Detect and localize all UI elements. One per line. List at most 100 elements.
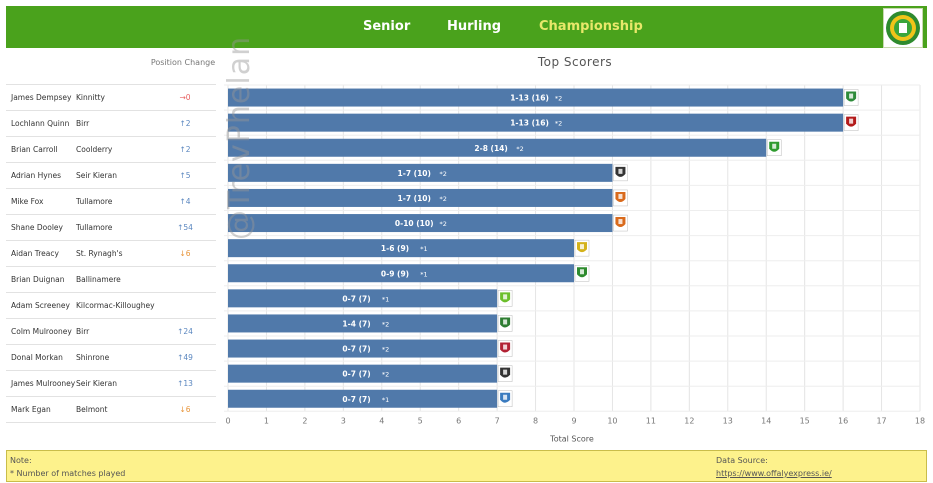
- bar-label: 0-9 (9): [381, 269, 409, 278]
- position-change: →0: [179, 93, 191, 102]
- player-name: James Mulrooney: [11, 379, 76, 388]
- matches-label: *1: [382, 396, 389, 404]
- crest-emblem-icon: [503, 294, 508, 300]
- x-tick-label: 15: [800, 416, 810, 425]
- header-bar: Senior Hurling Championship: [6, 6, 927, 48]
- crest-emblem-icon: [618, 193, 623, 199]
- bar-label: 0-7 (7): [342, 395, 370, 404]
- x-tick-label: 13: [723, 416, 733, 425]
- nav-senior[interactable]: Senior: [363, 19, 411, 34]
- bar-label: 2-8 (14): [474, 144, 507, 153]
- chart-title: Top Scorers: [537, 55, 613, 69]
- bar: [228, 188, 613, 207]
- x-tick-label: 9: [571, 416, 576, 425]
- crest-emblem-icon: [503, 369, 508, 375]
- x-tick-label: 11: [646, 416, 656, 425]
- crest-emblem-icon: [849, 118, 854, 124]
- bar-label: 0-10 (10): [395, 219, 434, 228]
- crest-emblem-icon: [618, 219, 623, 225]
- x-axis-label: Total Score: [549, 434, 594, 443]
- position-change: ↑24: [177, 327, 193, 336]
- offaly-crest-logo: [883, 8, 923, 48]
- bar-label: 0-7 (7): [342, 370, 370, 379]
- club-name: Kilcormac-Killoughey: [76, 301, 155, 310]
- nav-hurling[interactable]: Hurling: [447, 19, 502, 34]
- position-change: ↑4: [179, 197, 191, 206]
- bar-label: 1-7 (10): [397, 194, 430, 203]
- position-change: ↑49: [177, 353, 193, 362]
- x-tick-label: 16: [838, 416, 848, 425]
- x-tick-label: 2: [302, 416, 307, 425]
- bar: [228, 364, 498, 383]
- source-link[interactable]: https://www.offalyexpress.ie/: [716, 469, 832, 478]
- x-tick-label: 1: [264, 416, 269, 425]
- table-row: Colm Mulrooney Birr ↑24: [6, 319, 216, 345]
- bar-label: 1-6 (9): [381, 244, 409, 253]
- bar-label: 1-13 (16): [510, 119, 549, 128]
- table-row: Lochlann Quinn Birr ↑2: [6, 111, 216, 137]
- position-change-header: Position Change: [150, 58, 216, 67]
- bar: [228, 214, 613, 233]
- club-name: Seir Kieran: [76, 379, 117, 388]
- table-row: Aidan Treacy St. Rynagh's ↓6: [6, 241, 216, 267]
- club-name: Birr: [76, 119, 90, 128]
- position-change: ↑5: [179, 171, 191, 180]
- club-name: Seir Kieran: [76, 171, 117, 180]
- table-row: James Mulrooney Seir Kieran ↑13: [6, 371, 216, 397]
- x-tick-label: 6: [456, 416, 461, 425]
- x-tick-label: 3: [341, 416, 346, 425]
- bar: [228, 264, 574, 283]
- player-name: Adam Screeney: [11, 301, 70, 310]
- matches-label: *1: [420, 245, 427, 253]
- matches-label: *2: [382, 320, 389, 328]
- club-name: Belmont: [76, 405, 108, 414]
- matches-label: *2: [555, 120, 562, 128]
- crest-emblem-icon: [772, 143, 777, 149]
- crest-emblem-icon: [503, 319, 508, 325]
- bar: [228, 138, 767, 157]
- club-name: Tullamore: [76, 197, 113, 206]
- footer-note: Note: * Number of matches played Data So…: [6, 450, 927, 482]
- table-row: Adrian Hynes Seir Kieran ↑5: [6, 163, 216, 189]
- crest-emblem-icon: [503, 394, 508, 400]
- club-name: Shinrone: [76, 353, 110, 362]
- scorers-table: James Dempsey Kinnitty →0 Lochlann Quinn Bir…: [6, 84, 216, 423]
- crest-emblem-icon: [618, 168, 623, 174]
- nav-championship[interactable]: Championship: [539, 19, 643, 34]
- bar: [228, 88, 844, 107]
- bar: [228, 289, 498, 308]
- bar: [228, 113, 844, 132]
- position-change: ↑2: [179, 119, 191, 128]
- crest-emblem-icon: [503, 344, 508, 350]
- player-name: Adrian Hynes: [11, 171, 62, 180]
- x-tick-label: 12: [684, 416, 694, 425]
- matches-label: *1: [420, 270, 427, 278]
- player-name: Shane Dooley: [11, 223, 63, 232]
- player-name: Donal Morkan: [11, 353, 63, 362]
- position-change: ↑54: [177, 223, 193, 232]
- matches-label: *2: [382, 371, 389, 379]
- matches-label: *2: [440, 170, 447, 178]
- bar: [228, 163, 613, 182]
- club-name: Ballinamere: [76, 275, 121, 284]
- x-tick-label: 7: [495, 416, 500, 425]
- x-tick-label: 18: [915, 416, 925, 425]
- note-title: Note:: [10, 456, 32, 465]
- table-row: Shane Dooley Tullamore ↑54: [6, 215, 216, 241]
- x-tick-label: 17: [876, 416, 886, 425]
- crest-emblem-icon: [580, 244, 584, 250]
- bar-label: 1-4 (7): [342, 319, 370, 328]
- x-tick-label: 4: [379, 416, 384, 425]
- matches-label: *2: [555, 95, 562, 103]
- player-name: Brian Duignan: [11, 275, 65, 284]
- matches-label: *2: [440, 220, 447, 228]
- club-name: St. Rynagh's: [76, 249, 123, 258]
- bar: [228, 339, 498, 358]
- matches-label: *2: [440, 195, 447, 203]
- note-text: * Number of matches played: [10, 469, 126, 478]
- x-tick-label: 8: [533, 416, 538, 425]
- player-name: Aidan Treacy: [11, 249, 59, 258]
- player-name: Brian Carroll: [11, 145, 58, 154]
- player-name: James Dempsey: [11, 93, 72, 102]
